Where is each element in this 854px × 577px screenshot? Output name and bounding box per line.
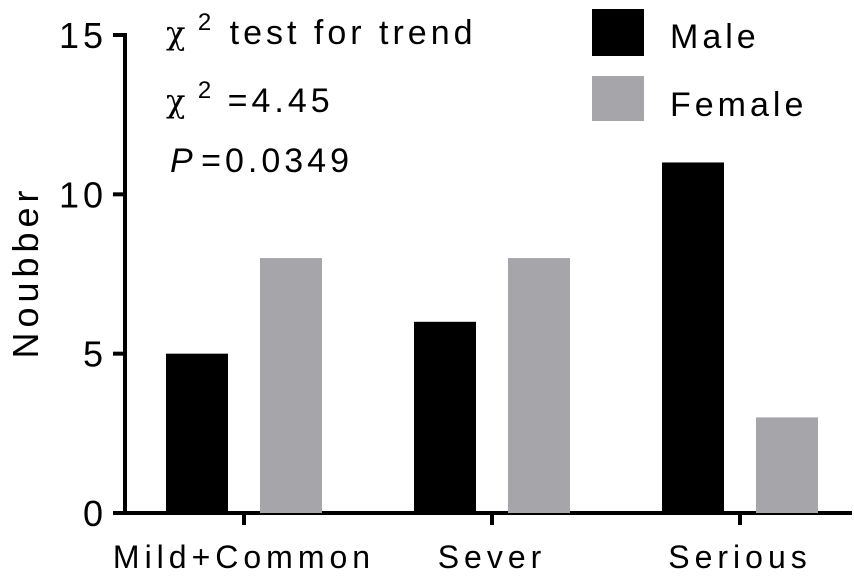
y-tick-labels: 0 5 10 15 xyxy=(59,15,107,534)
y-tick-label: 10 xyxy=(59,174,107,215)
legend: Male Female xyxy=(592,9,807,124)
chi-symbol: χ xyxy=(166,82,185,120)
chi-symbol: χ xyxy=(166,14,185,52)
category-label: Serious xyxy=(668,539,812,575)
bar-male-1 xyxy=(414,321,476,513)
p-symbol: P xyxy=(170,142,197,180)
bar-male-0 xyxy=(166,353,228,513)
x-tick-labels: Mild+Common Sever Serious xyxy=(113,539,812,575)
y-tick-label: 15 xyxy=(59,15,107,56)
y-tick-label: 5 xyxy=(83,334,107,375)
legend-label-female: Female xyxy=(670,86,807,124)
legend-swatch-female xyxy=(592,76,644,121)
category-label: Sever xyxy=(438,539,547,575)
bars xyxy=(166,162,818,513)
y-tick-label: 0 xyxy=(83,493,107,534)
axes xyxy=(113,33,852,525)
bar-female-2 xyxy=(756,417,818,513)
annotation-text: test for trend xyxy=(230,14,477,52)
stat-annotation: χ 2 test for trend χ 2 =4.45 P =0.0349 xyxy=(166,9,477,180)
annotation-text: =4.45 xyxy=(228,82,334,120)
y-axis-label: Noubber xyxy=(5,185,46,358)
legend-swatch-male xyxy=(592,9,644,56)
superscript: 2 xyxy=(198,9,211,36)
p-value-line: P =0.0349 xyxy=(170,142,353,180)
bar-female-0 xyxy=(260,258,322,513)
category-label: Mild+Common xyxy=(113,539,375,575)
superscript: 2 xyxy=(198,77,211,104)
chi-square-value-line: χ 2 =4.45 xyxy=(166,77,334,120)
annotation-text: =0.0349 xyxy=(201,142,353,180)
bar-female-1 xyxy=(508,258,570,513)
chi-square-test-line: χ 2 test for trend xyxy=(166,9,477,52)
bar-male-2 xyxy=(662,162,724,513)
legend-label-male: Male xyxy=(670,18,760,56)
